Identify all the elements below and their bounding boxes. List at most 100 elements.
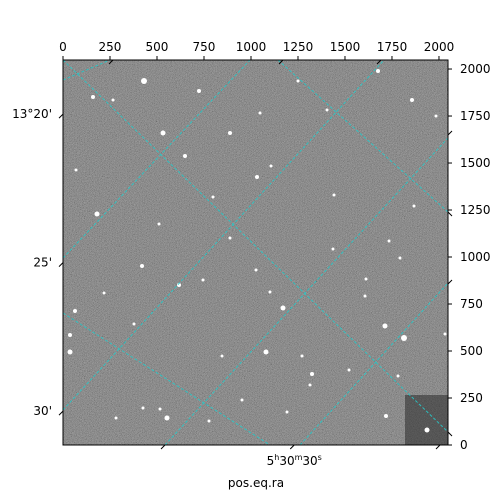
dec-tick xyxy=(58,410,64,416)
pixel-x-tick-label: 2000 xyxy=(424,40,455,54)
star xyxy=(201,278,205,282)
pixel-x-axis-top: 0 250 500 750 1000 1250 1500 1750 2000 xyxy=(59,40,454,60)
star xyxy=(74,168,78,172)
dec-right-tick xyxy=(447,130,453,136)
star xyxy=(140,264,144,268)
star xyxy=(91,95,95,99)
star xyxy=(364,277,368,281)
dec-tick-label: 13°20' xyxy=(12,107,52,121)
star xyxy=(308,383,312,387)
grid-line xyxy=(164,137,448,445)
star xyxy=(73,309,77,313)
pixel-y-tick-label: 2000 xyxy=(460,62,491,76)
dec-right-tick xyxy=(447,431,453,437)
star xyxy=(401,335,407,341)
star xyxy=(254,268,258,272)
star xyxy=(160,130,166,136)
star xyxy=(332,193,336,197)
pixel-x-tick-label: 1250 xyxy=(283,40,314,54)
grid-line xyxy=(63,60,385,411)
grid-line xyxy=(277,60,448,213)
coordinate-grid xyxy=(63,60,448,445)
star xyxy=(410,98,414,102)
dec-tick xyxy=(58,113,64,119)
star xyxy=(325,108,329,112)
star xyxy=(68,333,72,337)
star xyxy=(268,290,272,294)
star xyxy=(228,236,232,240)
star xyxy=(263,349,269,355)
star xyxy=(387,239,391,243)
star xyxy=(434,114,438,118)
pixel-y-tick-label: 1750 xyxy=(460,109,491,123)
pixel-y-tick-label: 1000 xyxy=(460,250,491,264)
ra-tick-label: 5h30m30s xyxy=(267,453,322,468)
pixel-y-tick-label: 250 xyxy=(460,391,483,405)
ra-top-tick xyxy=(108,59,114,65)
star xyxy=(412,204,416,208)
star xyxy=(363,294,367,298)
star xyxy=(164,415,170,421)
star xyxy=(424,427,430,433)
star xyxy=(183,154,187,158)
star xyxy=(300,354,304,358)
pixel-x-tick-label: 1000 xyxy=(236,40,267,54)
pixel-x-tick-label: 250 xyxy=(99,40,122,54)
dec-tick-label: 30' xyxy=(33,404,52,418)
x-axis-label: pos.eq.ra xyxy=(228,476,284,490)
star xyxy=(285,410,289,414)
stars xyxy=(67,69,447,433)
grid-line xyxy=(63,312,271,445)
star xyxy=(376,69,380,73)
pixel-x-tick-label: 1750 xyxy=(377,40,408,54)
right-ascension-axis-bottom: 5h30m30s xyxy=(108,59,441,468)
star xyxy=(102,291,106,295)
star xyxy=(67,349,73,355)
star xyxy=(207,419,211,423)
sky-image xyxy=(63,60,448,445)
star xyxy=(382,323,388,329)
pixel-y-tick-label: 0 xyxy=(460,438,468,452)
star xyxy=(157,222,161,226)
star xyxy=(384,414,388,418)
star xyxy=(220,354,224,358)
grid-line xyxy=(299,282,448,445)
pixel-x-tick-label: 500 xyxy=(146,40,169,54)
star xyxy=(255,175,259,179)
pixel-x-tick-label: 0 xyxy=(59,40,67,54)
star xyxy=(280,305,286,311)
grid-line xyxy=(63,60,251,259)
star xyxy=(258,111,262,115)
star xyxy=(347,368,351,372)
star xyxy=(211,195,215,199)
grid-line xyxy=(63,60,448,433)
star xyxy=(94,211,100,217)
star xyxy=(141,406,145,410)
image-noise xyxy=(63,60,448,445)
star xyxy=(132,322,136,326)
star xyxy=(141,78,147,84)
star xyxy=(398,256,402,260)
star xyxy=(240,398,244,402)
image-dark-corner xyxy=(405,395,448,445)
star xyxy=(158,407,162,411)
pixel-y-tick-label: 1250 xyxy=(460,203,491,217)
star xyxy=(310,372,314,376)
ra-tick xyxy=(289,444,295,450)
star xyxy=(228,131,232,135)
star xyxy=(269,164,273,168)
grid-line xyxy=(63,60,111,81)
star xyxy=(443,332,447,336)
ra-top-tick xyxy=(278,59,284,65)
pixel-x-tick-label: 1500 xyxy=(330,40,361,54)
dec-right-tick xyxy=(447,279,453,285)
dec-tick xyxy=(58,262,64,268)
declination-axis-left: 13°20' 25' 30' xyxy=(12,107,453,437)
pixel-x-tick-label: 750 xyxy=(193,40,216,54)
pixel-y-tick-label: 750 xyxy=(460,297,483,311)
star xyxy=(296,79,300,83)
star xyxy=(331,247,335,251)
pixel-y-tick-label: 500 xyxy=(460,344,483,358)
pixel-y-axis-right: 0 250 500 750 1000 1250 1500 1750 2000 xyxy=(448,62,491,452)
